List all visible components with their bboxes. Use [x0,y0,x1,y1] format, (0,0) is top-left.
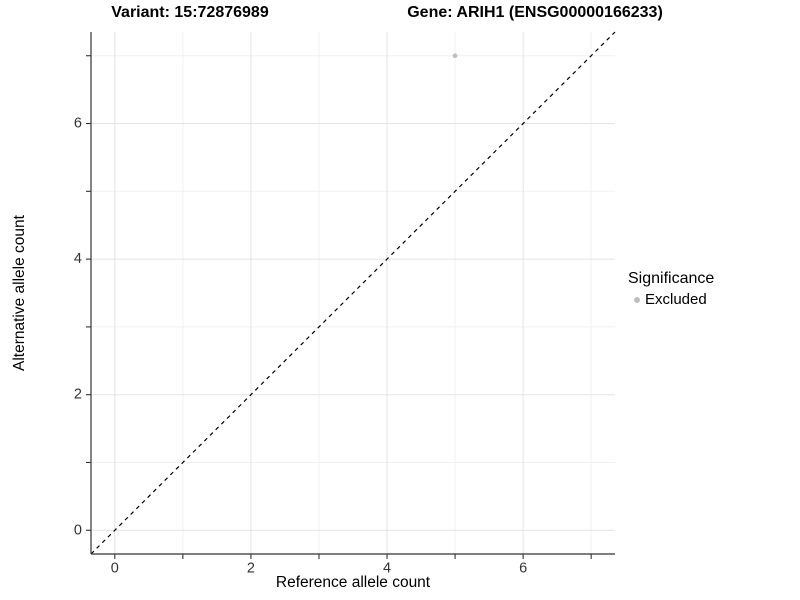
legend-item-label: Excluded [645,291,707,308]
x-tick-label: 6 [519,561,527,577]
y-tick-label: 0 [74,522,82,538]
legend-title: Significance [628,270,715,287]
y-tick-label: 4 [74,251,82,267]
legend: Significance Excluded [628,270,714,308]
data-point-excluded [452,53,458,59]
plot-title-variant: Variant: 15:72876989 [111,4,269,21]
x-tick-label: 2 [247,561,255,577]
x-tick-label: 0 [111,561,119,577]
legend-item-excluded: Excluded [628,291,714,308]
y-tick-label: 6 [74,116,82,132]
x-axis-title: Reference allele count [275,574,431,591]
y-tick-label: 2 [74,387,82,403]
legend-key-point-icon [634,296,640,303]
plot-title-gene: Gene: ARIH1 (ENSG00000166233) [407,4,663,21]
identity-dashed-line [90,31,616,555]
y-axis-title: Alternative allele count [11,215,28,371]
x-tick-label: 4 [383,561,391,577]
